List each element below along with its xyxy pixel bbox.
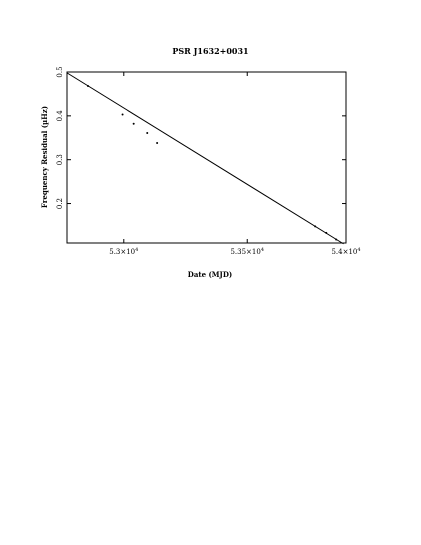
data-point-2: [132, 122, 135, 125]
data-point-1: [121, 113, 124, 116]
x-axis-label: Date (MJD): [187, 270, 233, 279]
y-tick-label: 0.5: [56, 66, 64, 77]
data-point-4: [156, 142, 159, 145]
chart-title: PSR J1632+0031: [172, 46, 249, 56]
y-tick-label: 0.2: [56, 198, 64, 209]
data-point-6: [325, 231, 328, 234]
data-point-5: [314, 225, 317, 228]
y-tick-label: 0.4: [56, 110, 64, 122]
data-point-3: [146, 131, 149, 134]
data-point-0: [86, 85, 89, 88]
axis-ticks: 5.3×104 5.35×104 5.4×104 0.2 0.3 0.4 0.5: [56, 66, 361, 256]
y-tick-label: 0.3: [56, 154, 64, 165]
data-points: [86, 85, 338, 241]
data-point-7: [335, 238, 338, 241]
x-tick-label: 5.35×104: [230, 247, 264, 256]
x-tick-label: 5.4×104: [331, 247, 360, 256]
y-axis-label: Frequency Residual (µHz): [40, 105, 49, 209]
plot-frame: [66, 71, 347, 244]
fit-line: [66, 72, 344, 245]
x-tick-label: 5.3×104: [109, 247, 138, 256]
